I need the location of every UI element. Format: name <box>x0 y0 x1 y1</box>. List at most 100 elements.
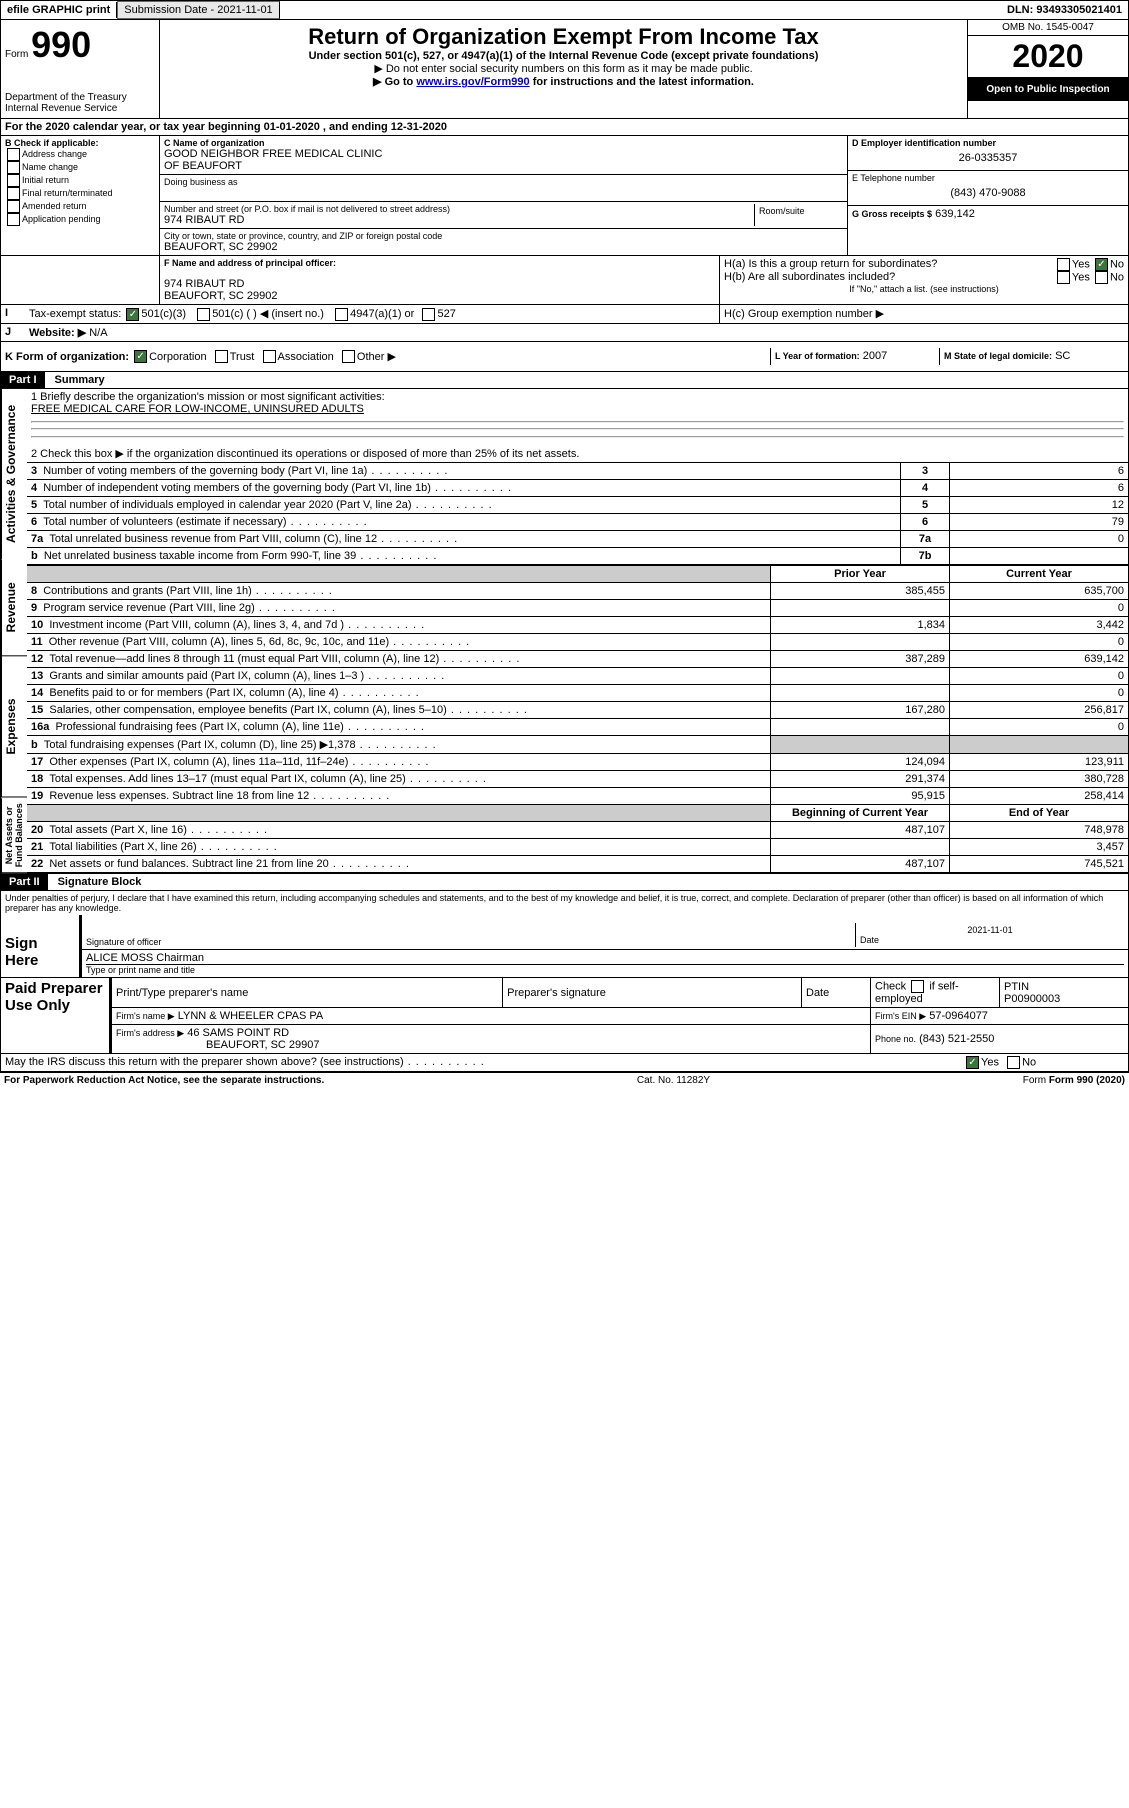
summary-row: 17 Other expenses (Part IX, column (A), … <box>27 754 1128 771</box>
firm-phone-value: (843) 521-2550 <box>919 1033 994 1045</box>
right-identity: D Employer identification number 26-0335… <box>847 136 1128 255</box>
omb-number: OMB No. 1545-0047 <box>968 20 1128 36</box>
sig-name: ALICE MOSS Chairman <box>86 952 1124 965</box>
opt-application-pending[interactable]: Application pending <box>5 213 155 226</box>
side-rev: Revenue <box>1 559 27 656</box>
summary-row: 9 Program service revenue (Part VIII, li… <box>27 600 1128 617</box>
check-corp[interactable]: ✓ <box>134 350 147 363</box>
dln: DLN: 93493305021401 <box>1001 2 1128 18</box>
opt-501c3: 501(c)(3) <box>141 308 186 320</box>
ag-table: 3 Number of voting members of the govern… <box>27 462 1128 565</box>
box-c: C Name of organization GOOD NEIGHBOR FRE… <box>160 136 847 255</box>
org-name-2: OF BEAUFORT <box>164 160 843 172</box>
summary-row: 8 Contributions and grants (Part VIII, l… <box>27 583 1128 600</box>
paid-hdr: Print/Type preparer's name Preparer's si… <box>112 978 1128 1008</box>
firm-ein-label: Firm's EIN ▶ <box>875 1011 926 1021</box>
q1: 1 Briefly describe the organization's mi… <box>27 389 1128 445</box>
form990-link[interactable]: www.irs.gov/Form990 <box>416 76 529 88</box>
street-value: 974 RIBAUT RD <box>164 214 754 226</box>
dba-label: Doing business as <box>164 177 843 187</box>
check-4947[interactable] <box>335 308 348 321</box>
page-footer: For Paperwork Reduction Act Notice, see … <box>0 1072 1129 1088</box>
efile-label: efile GRAPHIC print <box>1 2 117 18</box>
footer-mid: Cat. No. 11282Y <box>637 1075 710 1086</box>
street-label: Number and street (or P.O. box if mail i… <box>164 204 754 214</box>
opt-corp: Corporation <box>149 351 206 363</box>
opt-address-change[interactable]: Address change <box>5 148 155 161</box>
form-subtitle: Under section 501(c), 527, or 4947(a)(1)… <box>168 50 959 62</box>
m-value: SC <box>1055 350 1070 362</box>
check-trust[interactable] <box>215 350 228 363</box>
firm-addr-label: Firm's address ▶ <box>116 1028 184 1038</box>
l-label: L Year of formation: <box>775 351 860 361</box>
footer-left: For Paperwork Reduction Act Notice, see … <box>4 1075 324 1086</box>
gross-value: 639,142 <box>935 208 975 220</box>
org-name-label: C Name of organization <box>164 138 843 148</box>
klm-row: K Form of organization: ✓Corporation Tru… <box>0 342 1129 373</box>
firm-name-cell: Firm's name ▶ LYNN & WHEELER CPAS PA <box>112 1008 871 1025</box>
firm-phone-cell: Phone no. (843) 521-2550 <box>871 1025 1129 1054</box>
part1-title: Summary <box>45 374 105 386</box>
firm-addr-cell: Firm's address ▶ 46 SAMS POINT RD BEAUFO… <box>112 1025 871 1054</box>
self-emp: Check if self-employed <box>871 978 1000 1008</box>
side-na: Net Assets or Fund Balances <box>1 798 27 873</box>
firm-addr1: 46 SAMS POINT RD <box>187 1027 289 1039</box>
ein-label: D Employer identification number <box>852 138 1124 148</box>
org-name-block: C Name of organization GOOD NEIGHBOR FRE… <box>160 136 847 175</box>
sig-name-label: Type or print name and title <box>86 965 1124 975</box>
box-m: M State of legal domicile: SC <box>939 348 1128 366</box>
dept-irs: Internal Revenue Service <box>5 103 155 114</box>
i-row: I Tax-exempt status: ✓501(c)(3) 501(c) (… <box>0 304 1129 323</box>
check-assoc[interactable] <box>263 350 276 363</box>
website-label: Website: ▶ <box>29 327 86 339</box>
fh-spacer <box>1 256 160 304</box>
opt-amended[interactable]: Amended return <box>5 200 155 213</box>
topbar: efile GRAPHIC print Submission Date - 20… <box>0 0 1129 20</box>
summary-row: 18 Total expenses. Add lines 13–17 (must… <box>27 771 1128 788</box>
form-header: Form 990 Department of the Treasury Inte… <box>0 20 1129 119</box>
discuss-answer[interactable]: ✓Yes No <box>960 1054 1128 1071</box>
city-value: BEAUFORT, SC 29902 <box>164 241 843 253</box>
note-ssn: ▶ Do not enter social security numbers o… <box>168 62 959 75</box>
firm-ein-cell: Firm's EIN ▶ 57-0964077 <box>871 1008 1129 1025</box>
summary-row: 21 Total liabilities (Part X, line 26)3,… <box>27 839 1128 856</box>
summary-body: Activities & Governance Revenue Expenses… <box>0 389 1129 874</box>
rev-table: Prior Year Current Year 8 Contributions … <box>27 565 1128 873</box>
hb-answer[interactable]: Yes No <box>1055 271 1124 284</box>
box-h: H(a) Is this a group return for subordin… <box>719 256 1128 304</box>
status-label: Tax-exempt status: <box>29 308 121 320</box>
check-501c3[interactable]: ✓ <box>126 308 139 321</box>
form-no-cell: Form 990 Department of the Treasury Inte… <box>1 20 160 118</box>
summary-row: 3 Number of voting members of the govern… <box>27 463 1128 480</box>
ptin-label: PTIN <box>1004 981 1124 993</box>
ha-answer[interactable]: Yes ✓No <box>1055 258 1124 271</box>
box-d: D Employer identification number 26-0335… <box>848 136 1128 171</box>
officer-addr1: 974 RIBAUT RD <box>164 278 715 290</box>
check-501c[interactable] <box>197 308 210 321</box>
opt-name-change[interactable]: Name change <box>5 161 155 174</box>
dba-block: Doing business as <box>160 175 847 202</box>
check-other[interactable] <box>342 350 355 363</box>
check-527[interactable] <box>422 308 435 321</box>
firm-name-row: Firm's name ▶ LYNN & WHEELER CPAS PA Fir… <box>112 1008 1128 1025</box>
paid-table: Print/Type preparer's name Preparer's si… <box>112 978 1128 1053</box>
summary-row: 12 Total revenue—add lines 8 through 11 … <box>27 651 1128 668</box>
check-selfemp[interactable] <box>911 980 924 993</box>
opt-initial-return[interactable]: Initial return <box>5 174 155 187</box>
paid-fields: Print/Type preparer's name Preparer's si… <box>109 978 1128 1053</box>
na-header: Beginning of Current Year End of Year <box>27 805 1128 822</box>
part2-header: Part II Signature Block <box>0 874 1129 891</box>
officer-addr2: BEAUFORT, SC 29902 <box>164 290 715 302</box>
note2-pre: ▶ Go to <box>373 76 416 88</box>
right-cell: OMB No. 1545-0047 2020 Open to Public In… <box>967 20 1128 118</box>
box-b: B Check if applicable: Address change Na… <box>1 136 160 255</box>
q1-value: FREE MEDICAL CARE FOR LOW-INCOME, UNINSU… <box>31 403 1124 415</box>
paid-title: Paid Preparer Use Only <box>1 978 109 1053</box>
form-word: Form <box>5 49 28 60</box>
sign-fields: Signature of officer 2021-11-01 Date ALI… <box>79 915 1128 977</box>
summary-row: 20 Total assets (Part X, line 16)487,107… <box>27 822 1128 839</box>
form-title: Return of Organization Exempt From Incom… <box>168 24 959 50</box>
opt-final-return[interactable]: Final return/terminated <box>5 187 155 200</box>
q1-label: 1 Briefly describe the organization's mi… <box>31 391 1124 403</box>
sig-name-row: ALICE MOSS Chairman Type or print name a… <box>82 950 1128 977</box>
